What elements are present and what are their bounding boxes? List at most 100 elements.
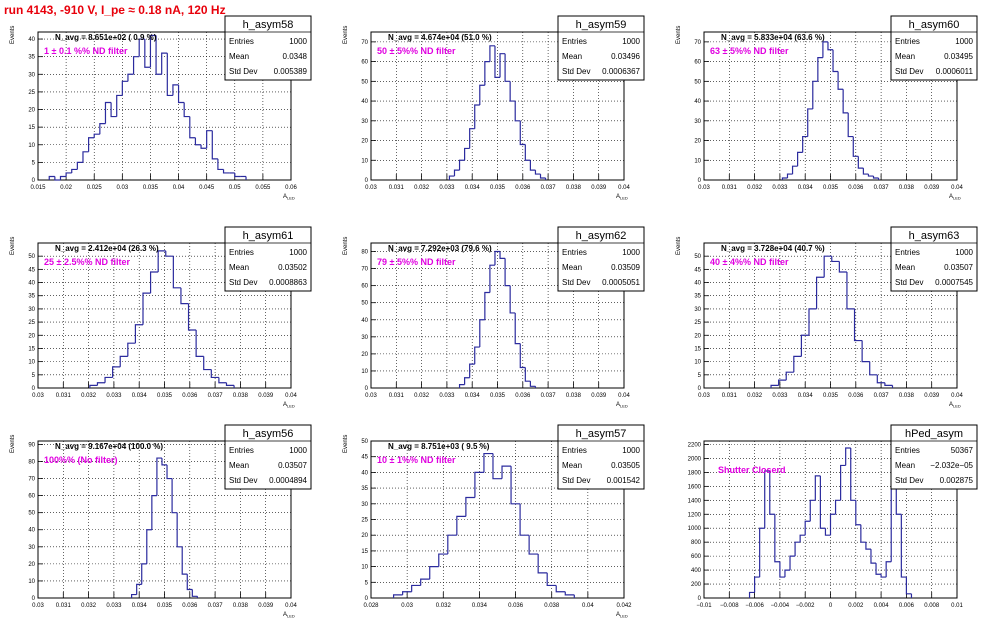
x-tick-label: 0.039 bbox=[924, 185, 940, 191]
x-tick-label: 0.03 bbox=[116, 185, 128, 191]
x-tick-label: 0.035 bbox=[490, 185, 506, 191]
y-tick-label: 50 bbox=[361, 439, 368, 445]
y-tick-label: 10 bbox=[28, 360, 35, 366]
histogram-bin bbox=[789, 555, 796, 571]
y-tick-label: 20 bbox=[361, 352, 368, 358]
histogram-bin bbox=[189, 116, 196, 139]
histogram-bin bbox=[225, 382, 235, 386]
stats-box bbox=[890, 226, 978, 292]
stats-value: 0.0007545 bbox=[935, 278, 973, 287]
histogram-bin bbox=[778, 379, 787, 386]
y-tick-label: 60 bbox=[361, 284, 368, 290]
stats-box bbox=[557, 424, 645, 490]
histogram-bin bbox=[99, 123, 106, 135]
stats-value: 0.002875 bbox=[940, 476, 974, 485]
y-tick-label: 40 bbox=[694, 281, 701, 287]
histogram-bin bbox=[875, 563, 882, 575]
stats-value: 0.001542 bbox=[607, 476, 641, 485]
plot-frame bbox=[37, 31, 292, 181]
x-tick-label: 0.025 bbox=[87, 185, 103, 191]
panel-h_asym60: 0.03 0.031 0.032 0.033 0.034 0.035 0.036 0.037 0… bbox=[676, 15, 978, 201]
histogram-bin bbox=[157, 250, 166, 272]
histogram-bin bbox=[880, 574, 887, 578]
y-tick-label: 0 bbox=[698, 386, 702, 392]
y-tick-label: 50 bbox=[694, 79, 701, 85]
x-tick-label: 0.031 bbox=[389, 185, 405, 191]
page-title: run 4143, -910 V, I_pe ≈ 0.18 nA, 120 Hz bbox=[4, 3, 226, 17]
histogram-bin bbox=[149, 34, 157, 68]
histogram-bin bbox=[770, 384, 779, 388]
y-tick-label: 70 bbox=[361, 40, 368, 46]
x-tick-label: 0.034 bbox=[132, 393, 148, 399]
y-tick-label: 5 bbox=[32, 373, 36, 379]
y-tick-label: 70 bbox=[694, 40, 701, 46]
histogram-bin bbox=[59, 175, 67, 180]
stats-value: 1000 bbox=[622, 37, 640, 46]
histogram-bin bbox=[142, 292, 151, 325]
x-axis-label: ALED bbox=[283, 402, 295, 409]
y-tick-label: 30 bbox=[361, 335, 368, 341]
histogram-bin bbox=[172, 84, 179, 96]
y-tick-label: 40 bbox=[361, 99, 368, 105]
stats-key: Entries bbox=[895, 248, 920, 257]
x-tick-label: 0.032 bbox=[414, 393, 430, 399]
histogram-bin bbox=[127, 73, 134, 82]
histogram-bin bbox=[869, 361, 878, 376]
x-tick-label: 0.038 bbox=[899, 185, 915, 191]
y-tick-label: 40 bbox=[361, 470, 368, 476]
x-tick-label: 0.033 bbox=[439, 393, 455, 399]
y-tick-label: 30 bbox=[28, 307, 35, 313]
histogram-bin bbox=[539, 174, 546, 179]
stats-value: 0.005389 bbox=[274, 67, 308, 76]
histogram-bin bbox=[759, 527, 765, 578]
histogram-bin bbox=[474, 471, 484, 498]
y-tick-label: 0 bbox=[698, 178, 702, 184]
stats-value: 0.0008863 bbox=[269, 278, 307, 287]
histogram-bin bbox=[519, 343, 526, 369]
x-tick-label: 0.037 bbox=[541, 393, 557, 399]
stats-box bbox=[224, 15, 312, 81]
stats-key: Mean bbox=[895, 52, 915, 61]
x-tick-label: 0.036 bbox=[508, 603, 524, 609]
histogram-bin bbox=[71, 168, 78, 173]
y-tick-label: 10 bbox=[28, 579, 35, 585]
histogram-bin bbox=[504, 258, 511, 287]
y-tick-label: 25 bbox=[28, 90, 35, 96]
histogram-bin bbox=[448, 175, 455, 180]
y-tick-label: 15 bbox=[694, 346, 701, 352]
x-tick-label: 0.037 bbox=[541, 185, 557, 191]
n-avg-label: N_avg = 9.167e+04 (100.0 %) bbox=[55, 442, 163, 451]
stats-key: Std Dev bbox=[562, 278, 590, 287]
y-tick-label: 50 bbox=[28, 254, 35, 260]
histogram-bin bbox=[827, 41, 834, 51]
y-tick-label: 40 bbox=[361, 318, 368, 324]
histogram-bin bbox=[815, 276, 825, 309]
x-tick-label: 0.033 bbox=[106, 393, 122, 399]
stats-value: 1000 bbox=[289, 248, 307, 257]
x-tick-label: 0.03 bbox=[698, 393, 710, 399]
y-tick-label: 60 bbox=[28, 494, 35, 500]
histogram-bin bbox=[793, 355, 802, 373]
histogram-bin bbox=[791, 165, 798, 175]
y-tick-label: 70 bbox=[28, 477, 35, 483]
histogram-bin bbox=[509, 81, 516, 102]
y-tick-label: 25 bbox=[361, 518, 368, 524]
stats-key: Mean bbox=[562, 461, 582, 470]
histogram-bin bbox=[807, 108, 813, 137]
stats-value: 0.03502 bbox=[278, 263, 307, 272]
x-tick-label: 0.03 bbox=[32, 393, 44, 399]
histogram-bin bbox=[797, 151, 803, 167]
stats-value: 1000 bbox=[955, 248, 973, 257]
histogram-bin bbox=[465, 496, 475, 517]
stats-value: 0.0348 bbox=[283, 52, 308, 61]
x-tick-label: 0.035 bbox=[823, 185, 839, 191]
histogram-bin bbox=[136, 583, 142, 595]
histogram-bin bbox=[499, 53, 506, 78]
histogram-bin bbox=[870, 549, 877, 564]
histogram-bin bbox=[222, 169, 230, 174]
histogram-bin bbox=[781, 177, 788, 180]
y-tick-label: 10 bbox=[28, 143, 35, 149]
histogram-bin bbox=[514, 312, 521, 345]
y-tick-label: 400 bbox=[691, 568, 702, 574]
x-tick-label: −0.01 bbox=[696, 603, 712, 609]
